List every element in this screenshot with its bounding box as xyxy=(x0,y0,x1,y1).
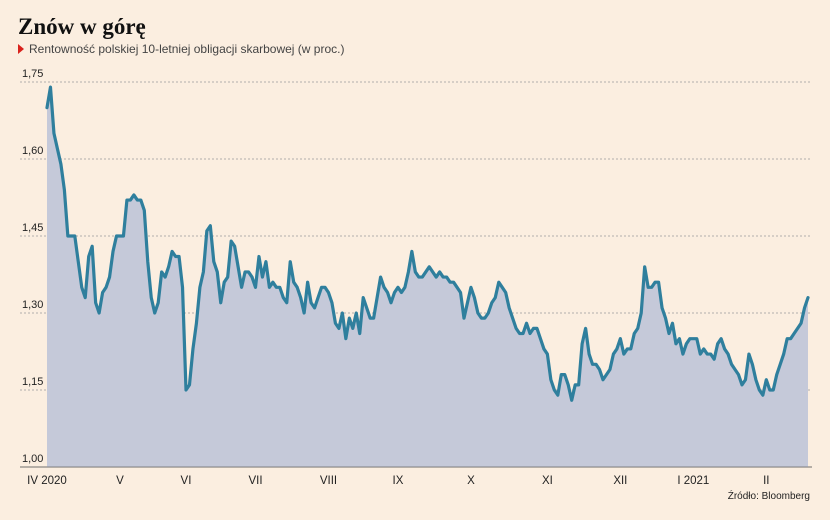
x-tick-label: VI xyxy=(181,475,192,487)
series-area xyxy=(47,87,808,467)
triangle-marker-icon xyxy=(18,44,24,54)
x-tick-label: VII xyxy=(248,475,262,487)
line-layer xyxy=(20,85,812,468)
x-tick-label: II xyxy=(763,475,769,487)
x-tick-label: XI xyxy=(542,475,553,487)
y-tick-label: 1,00 xyxy=(22,453,43,465)
y-axis-labels: 1,00 1,15 1,30 1,45 1,60 1,75 xyxy=(22,68,43,465)
y-tick-label: 1,30 xyxy=(22,299,43,311)
x-tick-label: X xyxy=(467,475,475,487)
y-tick-label: 1,15 xyxy=(22,376,43,388)
source-note: Źródło: Bloomberg xyxy=(727,491,810,502)
x-tick-label: IV 2020 xyxy=(27,475,67,487)
series-line xyxy=(45,85,810,402)
chart-subtitle: Rentowność polskiej 10-letniej obligacji… xyxy=(18,42,344,56)
y-tick-label: 1,45 xyxy=(22,222,43,234)
chart-title: Znów w górę xyxy=(18,14,146,39)
y-tick-label: 1,60 xyxy=(22,145,43,157)
area-layer xyxy=(47,87,808,467)
x-tick-label: V xyxy=(116,475,124,487)
x-tick-label: VIII xyxy=(320,475,337,487)
x-axis-labels: IV 2020 V VI VII VIII IX X XI XII I 2021 II xyxy=(27,475,769,487)
subtitle-text: Rentowność polskiej 10-letniej obligacji… xyxy=(29,42,345,56)
y-tick-label: 1,75 xyxy=(22,68,43,80)
x-tick-label: XII xyxy=(613,475,627,487)
x-tick-label: I 2021 xyxy=(677,475,709,487)
x-tick-label: IX xyxy=(393,475,404,487)
